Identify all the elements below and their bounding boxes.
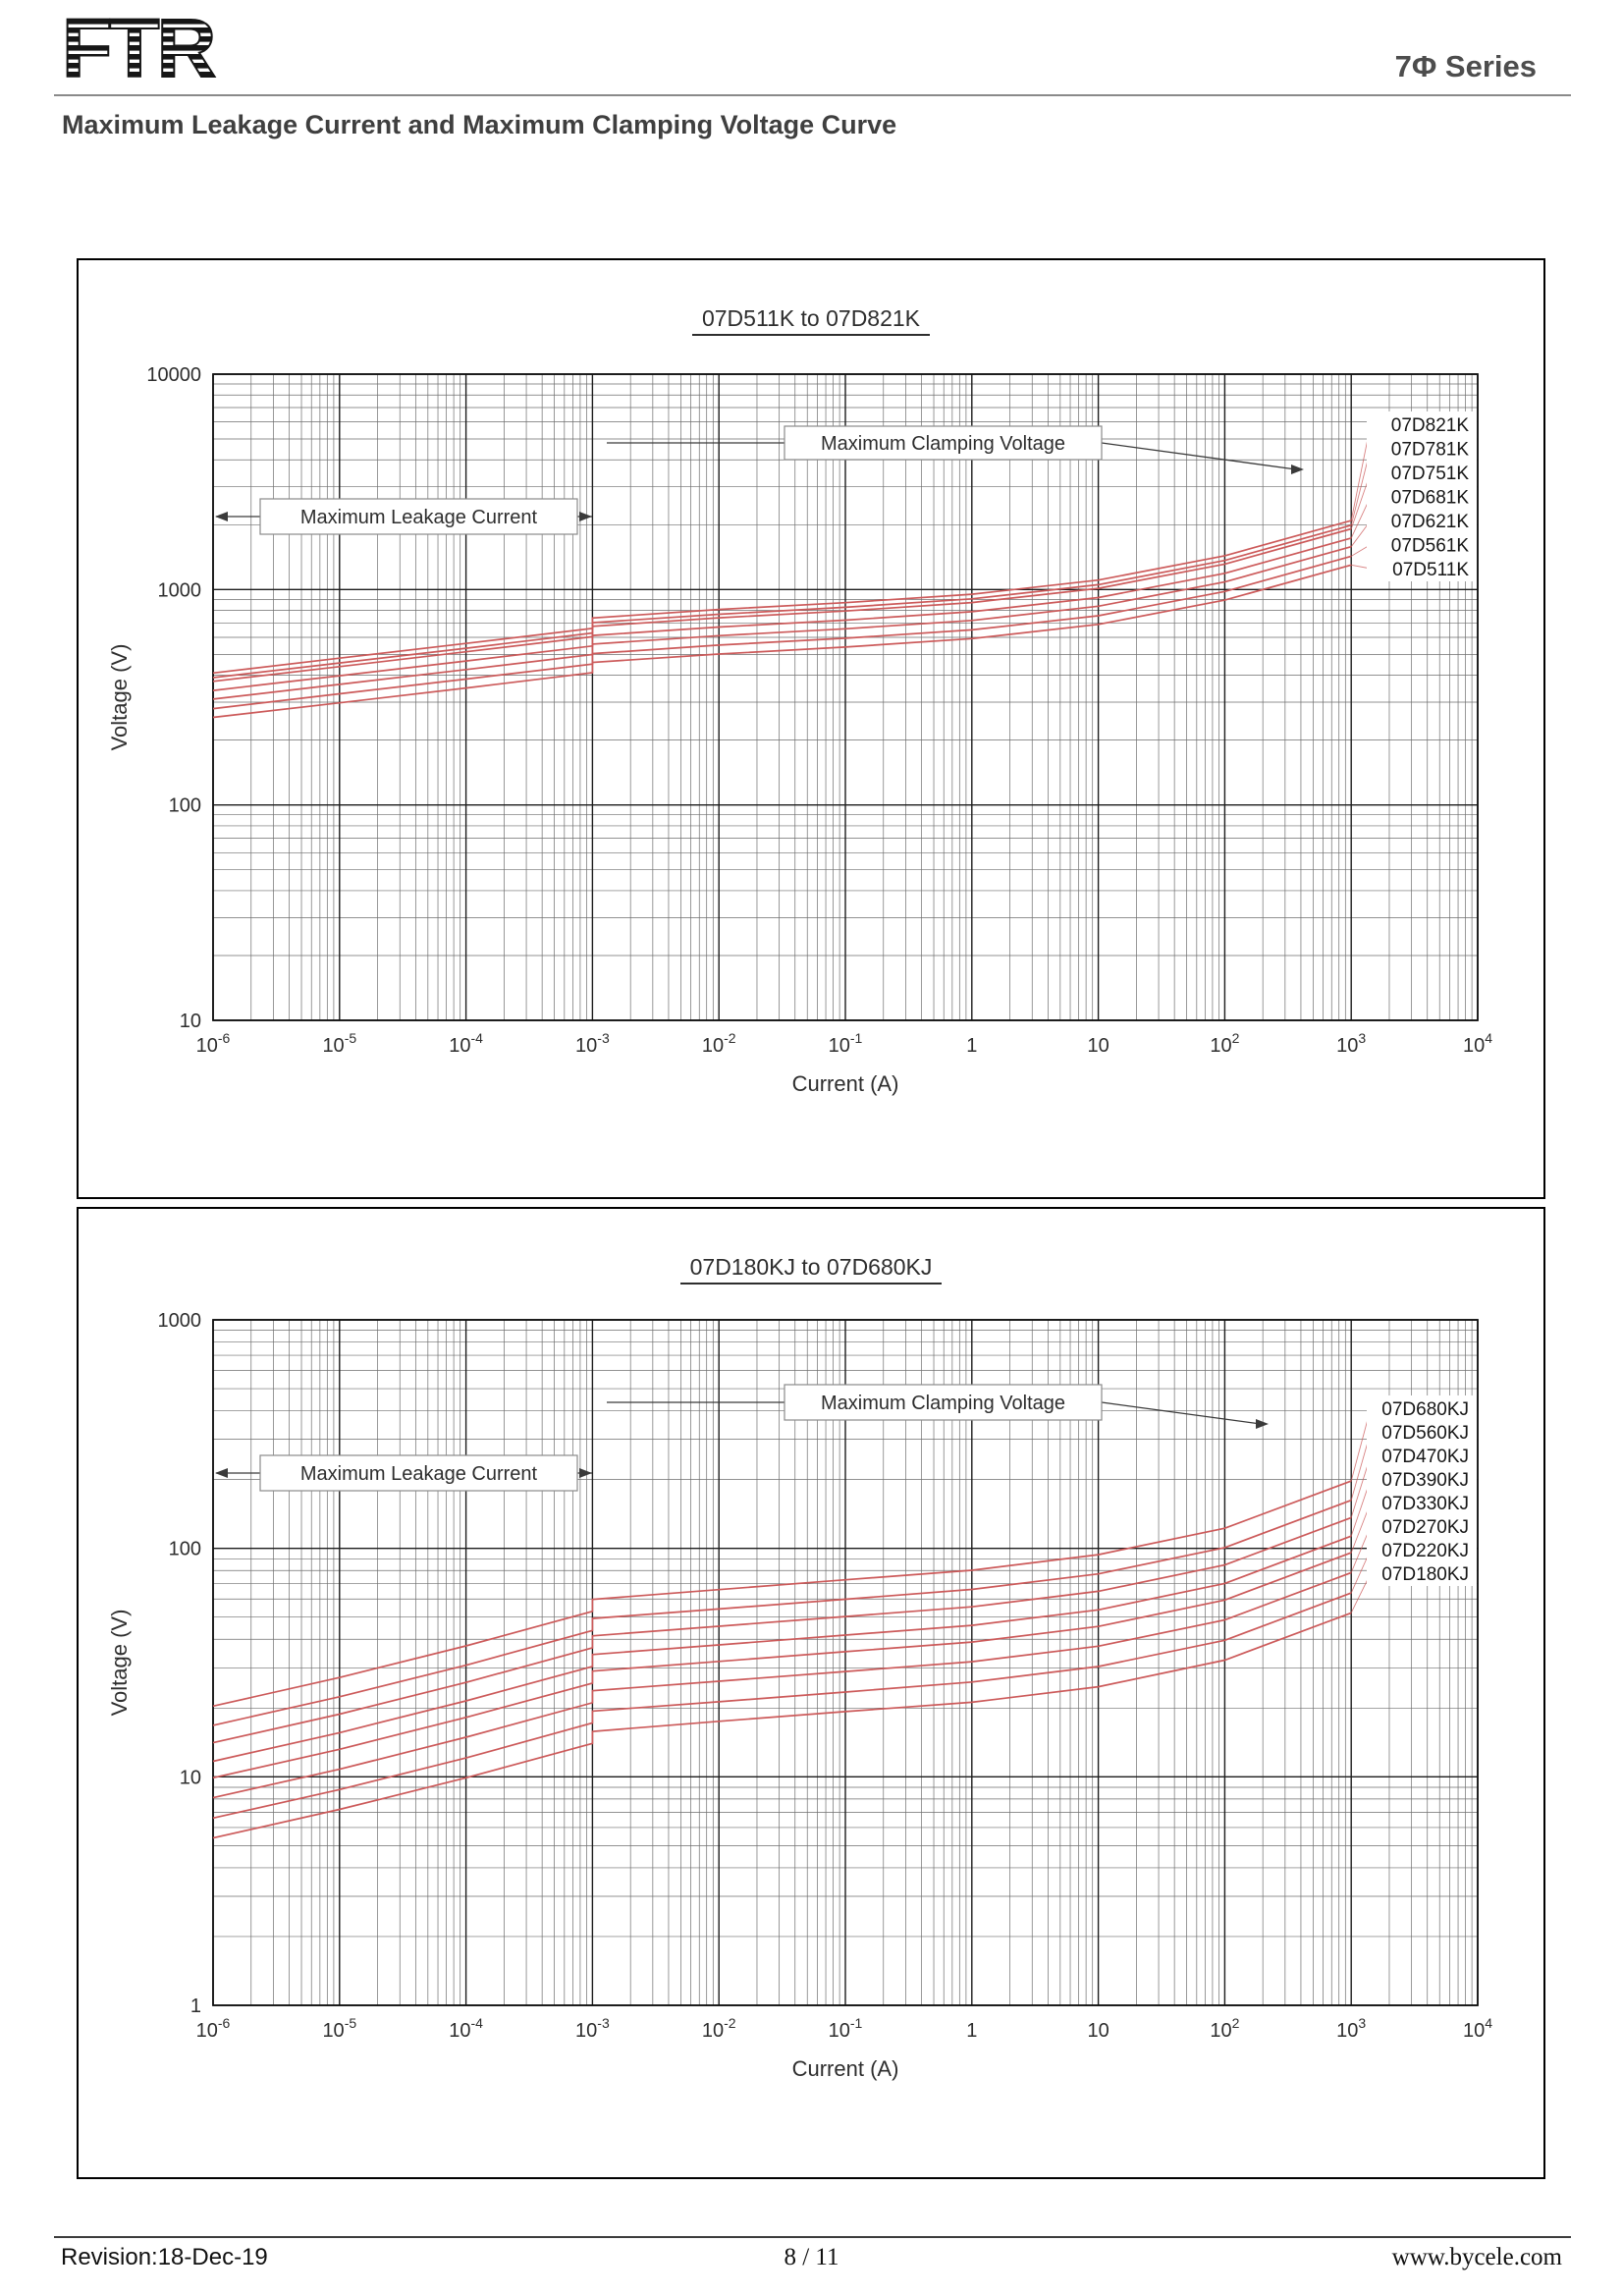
curve-07D781K [212,523,1352,679]
series-label-07D330KJ: 07D330KJ [1381,1494,1469,1514]
axis-tick-labels: 10-6 10-5 10-4 10-3 10-2 10-1 1 10 102 103 104 10 10… [146,364,1492,1057]
annotations: Maximum Clamping Voltage Maximum Leakage … [215,425,1304,535]
x-axis-title: Current (A) [792,1071,899,1096]
series-label-07D560KJ: 07D560KJ [1381,1423,1469,1444]
grid-major [212,373,1479,1021]
chart2-voltage-current-plot: 10-6 10-5 10-4 10-3 10-2 10-1 1 10 102 103 104 1 10 1… [107,1310,1493,2081]
svg-text:10-2: 10-2 [702,1030,736,1057]
curve-07D220KJ [212,1592,1352,1820]
svg-text:100: 100 [169,1539,201,1560]
svg-text:10-5: 10-5 [322,2015,356,2042]
chart-box-180kj-680kj: 07D180KJ to 07D680KJ 10-6 10-5 10-4 10-3 10-… [77,1207,1545,2179]
svg-text:104: 104 [1463,1030,1492,1057]
chart-box-511k-821k: 07D511K to 07D821K 10-6 10-5 10-4 10-3 10-2 1… [77,258,1545,1199]
chart1-voltage-current-plot: 10-6 10-5 10-4 10-3 10-2 10-1 1 10 102 103 104 10 10… [107,364,1492,1096]
clamping-voltage-annotation: Maximum Clamping Voltage [821,433,1065,455]
series-label-07D681K: 07D681K [1391,488,1470,509]
curve-07D330KJ [212,1552,1352,1779]
series-label-07D621K: 07D621K [1391,512,1470,532]
plot-border [212,373,1479,1021]
curve-07D561K [212,555,1352,710]
curve-07D680KJ [212,1480,1352,1708]
series-labels: 07D821K 07D781K 07D751K 07D681K 07D621K 07D56… [1350,411,1477,581]
series-curves [212,1480,1352,1839]
series-label-07D511K: 07D511K [1392,560,1469,580]
series-label-07D220KJ: 07D220KJ [1381,1541,1469,1561]
svg-text:10: 10 [180,1011,201,1032]
header-divider [54,94,1571,96]
svg-text:10-1: 10-1 [829,1030,863,1057]
grid-major [212,1319,1479,2006]
svg-text:102: 102 [1210,2015,1239,2042]
axis-tick-labels: 10-6 10-5 10-4 10-3 10-2 10-1 1 10 102 103 104 1 10 1… [158,1310,1493,2042]
svg-text:10-6: 10-6 [196,2015,231,2042]
svg-text:1: 1 [966,1035,977,1057]
ftr-logo: FTR [62,10,219,90]
curve-07D560KJ [212,1499,1352,1726]
curve-07D681K [212,537,1352,691]
curve-07D470KJ [212,1516,1352,1744]
svg-text:104: 104 [1463,2015,1492,2042]
svg-text:103: 103 [1336,2015,1366,2042]
series-label-07D821K: 07D821K [1391,415,1470,436]
curve-07D621K [212,545,1352,700]
series-title: 7Φ Series [1394,49,1537,83]
svg-text:10: 10 [1087,1035,1109,1057]
series-labels: 07D680KJ 07D560KJ 07D470KJ 07D390KJ 07D330KJ… [1350,1395,1477,1613]
svg-text:103: 103 [1336,1030,1366,1057]
clamping-voltage-annotation: Maximum Clamping Voltage [821,1393,1065,1414]
svg-text:102: 102 [1210,1030,1239,1057]
series-label-07D270KJ: 07D270KJ [1381,1517,1469,1538]
svg-text:10-2: 10-2 [702,2015,736,2042]
annotations: Maximum Clamping Voltage Maximum Leakage … [215,1384,1269,1492]
svg-text:10000: 10000 [146,364,201,386]
leakage-current-annotation: Maximum Leakage Current [300,1463,538,1485]
series-label-07D390KJ: 07D390KJ [1381,1470,1469,1491]
svg-text:10: 10 [180,1767,201,1788]
ftr-logo-text: FTR [62,10,215,90]
footer-website[interactable]: www.bycele.com [1391,2244,1562,2270]
series-label-07D680KJ: 07D680KJ [1381,1399,1469,1420]
svg-text:10-6: 10-6 [196,1030,231,1057]
footer-divider [54,2236,1571,2238]
curve-07D751K [212,527,1352,683]
svg-text:10-5: 10-5 [322,1030,356,1057]
y-axis-title: Voltage (V) [107,1610,132,1717]
svg-text:1: 1 [966,2020,977,2042]
svg-text:1000: 1000 [158,1310,202,1332]
footer-revision: Revision:18-Dec-19 [61,2244,268,2270]
svg-text:10-1: 10-1 [829,2015,863,2042]
series-label-07D561K: 07D561K [1391,536,1470,557]
curve-07D821K [212,519,1352,675]
svg-text:10-3: 10-3 [575,1030,610,1057]
series-label-07D180KJ: 07D180KJ [1381,1564,1469,1585]
svg-text:1000: 1000 [158,579,202,601]
svg-text:10-3: 10-3 [575,2015,610,2042]
svg-text:100: 100 [169,795,201,817]
y-axis-title: Voltage (V) [107,644,132,751]
grid-minor [213,1320,1478,2005]
curve-07D390KJ [212,1535,1352,1763]
series-curves [212,519,1352,719]
curve-07D270KJ [212,1571,1352,1799]
svg-text:10: 10 [1087,2020,1109,2042]
series-label-07D781K: 07D781K [1391,440,1470,461]
svg-text:1: 1 [190,1995,201,2017]
plot-border [212,1319,1479,2006]
x-axis-title: Current (A) [792,2056,899,2081]
footer-page-number: 8 / 11 [784,2244,839,2270]
curve-07D180KJ [212,1612,1352,1839]
series-label-07D470KJ: 07D470KJ [1381,1447,1469,1467]
leakage-current-annotation: Maximum Leakage Current [300,507,538,528]
page-heading: Maximum Leakage Current and Maximum Clam… [62,110,897,139]
curve-07D511K [212,564,1352,719]
series-label-07D751K: 07D751K [1391,464,1470,484]
svg-text:10-4: 10-4 [449,1030,483,1057]
svg-text:10-4: 10-4 [449,2015,483,2042]
